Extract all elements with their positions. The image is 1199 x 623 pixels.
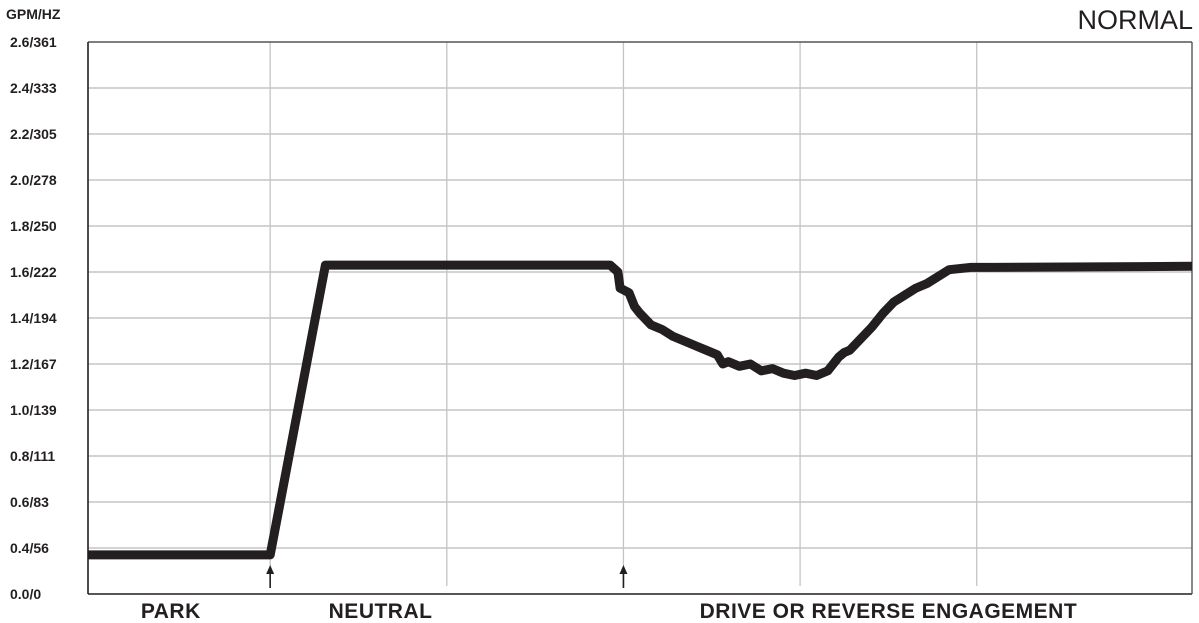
y-tick-label: 1.6/222 — [10, 264, 57, 280]
y-tick-label: 1.8/250 — [10, 218, 57, 234]
axes — [87, 41, 1193, 595]
y-tick-labels: 0.0/0 0.4/56 0.6/83 0.8/111 1.0/139 1.2/167 1.… — [10, 34, 57, 602]
y-tick-label: 2.2/305 — [10, 126, 57, 142]
y-tick-label: 1.2/167 — [10, 356, 57, 372]
y-tick-label: 0.6/83 — [10, 494, 49, 510]
up-arrow-icon — [619, 565, 628, 588]
y-tick-label: 2.4/333 — [10, 80, 57, 96]
y-tick-label: 1.4/194 — [10, 310, 57, 326]
y-axis-label: GPM/HZ — [6, 6, 61, 22]
event-markers — [266, 565, 628, 588]
phase-label: NEUTRAL — [329, 600, 433, 623]
phase-label: PARK — [141, 600, 201, 623]
phase-label: DRIVE OR REVERSE ENGAGEMENT — [700, 600, 1078, 623]
y-tick-label: 0.0/0 — [10, 586, 41, 602]
y-tick-label: 0.4/56 — [10, 540, 49, 556]
phase-labels: PARK NEUTRAL DRIVE OR REVERSE ENGAGEMENT — [141, 600, 1077, 623]
y-tick-label: 2.6/361 — [10, 34, 57, 50]
y-tick-label: 1.0/139 — [10, 402, 57, 418]
status-label: NORMAL — [1077, 5, 1193, 35]
series-line — [88, 260, 1193, 560]
up-arrow-icon — [266, 565, 275, 588]
series-layer — [88, 260, 1193, 560]
y-tick-label: 0.8/111 — [10, 448, 55, 464]
y-tick-label: 2.0/278 — [10, 172, 57, 188]
